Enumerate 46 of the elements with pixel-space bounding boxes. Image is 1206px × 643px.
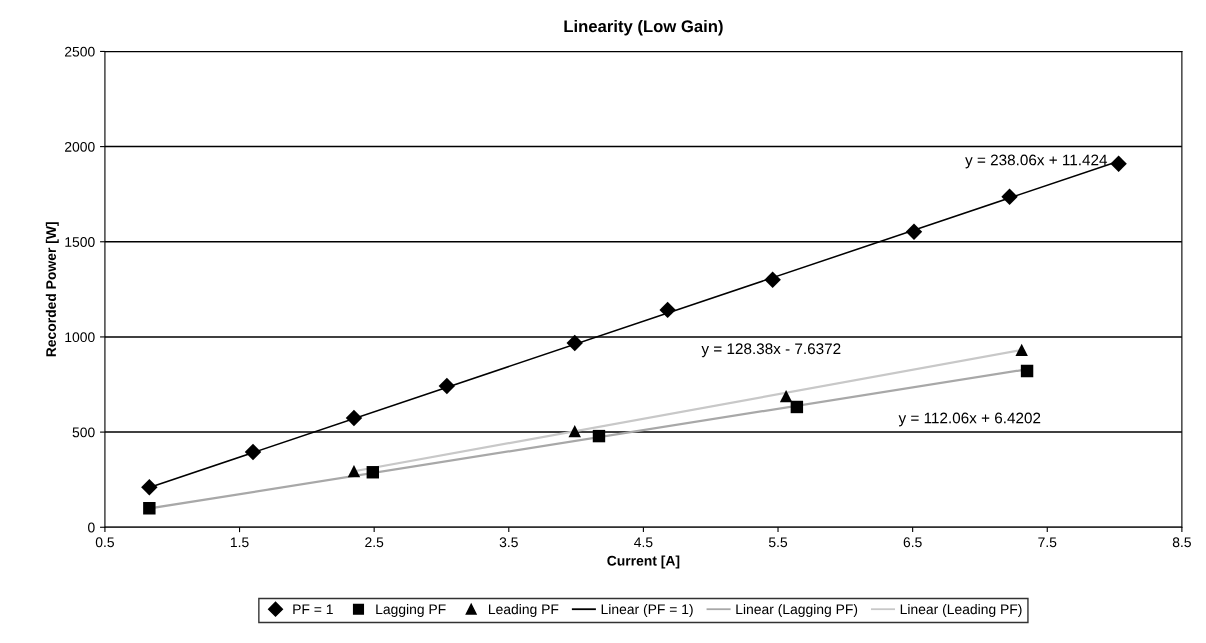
- y-tick-label: 2500: [65, 46, 95, 57]
- x-tick-label: 3.5: [499, 537, 518, 548]
- legend-label: Lagging PF: [376, 604, 446, 617]
- point: [345, 409, 363, 427]
- x-tick-label: 5.5: [768, 537, 788, 548]
- point: [905, 223, 923, 240]
- point: [790, 400, 804, 414]
- annotation: y = 112.06x + 6.4202: [898, 412, 1041, 427]
- point: [366, 466, 380, 479]
- x-tick-label: 7.5: [1038, 537, 1057, 548]
- point: [566, 334, 583, 352]
- x-tick-label: 0.5: [95, 537, 114, 548]
- annotation: y = 128.38x - 7.6372: [701, 343, 841, 358]
- y-tick-label: 2000: [65, 141, 95, 152]
- chart-title: Linearity (Low Gain): [564, 19, 723, 36]
- point: [1020, 364, 1034, 378]
- x-tick-label: 2.5: [365, 537, 384, 548]
- x-tick-label: 6.5: [903, 537, 922, 548]
- point: [764, 271, 781, 289]
- x-tick-label: 4.5: [634, 537, 653, 548]
- point: [1015, 343, 1028, 357]
- point: [568, 424, 581, 438]
- point: [347, 464, 361, 478]
- x-tick-label: 8.5: [1172, 537, 1191, 548]
- point: [659, 301, 676, 319]
- point: [438, 377, 456, 395]
- x-axis-title: Current [A]: [607, 555, 680, 569]
- annotation: y = 238.06x + 11.424: [965, 154, 1108, 169]
- point: [244, 443, 262, 461]
- legend-label: Leading PF: [488, 604, 559, 617]
- legend-label: Linear (Leading PF): [900, 604, 1022, 617]
- y-tick-label: 500: [72, 427, 95, 438]
- legend-label: Linear (PF = 1): [601, 604, 693, 617]
- point: [141, 479, 158, 496]
- point: [143, 502, 156, 515]
- point: [592, 429, 606, 443]
- y-axis-title: Recorded Power [W]: [45, 222, 59, 357]
- y-tick-label: 1000: [65, 332, 95, 343]
- point: [779, 389, 793, 403]
- y-tick-label: 1500: [65, 237, 95, 247]
- point: [1001, 188, 1018, 205]
- y-tick-label: 0: [88, 522, 95, 533]
- legend-label: Linear (Lagging PF): [736, 604, 858, 617]
- x-tick-label: 1.5: [230, 537, 249, 548]
- point: [1110, 155, 1127, 172]
- legend-label: PF = 1: [293, 604, 333, 615]
